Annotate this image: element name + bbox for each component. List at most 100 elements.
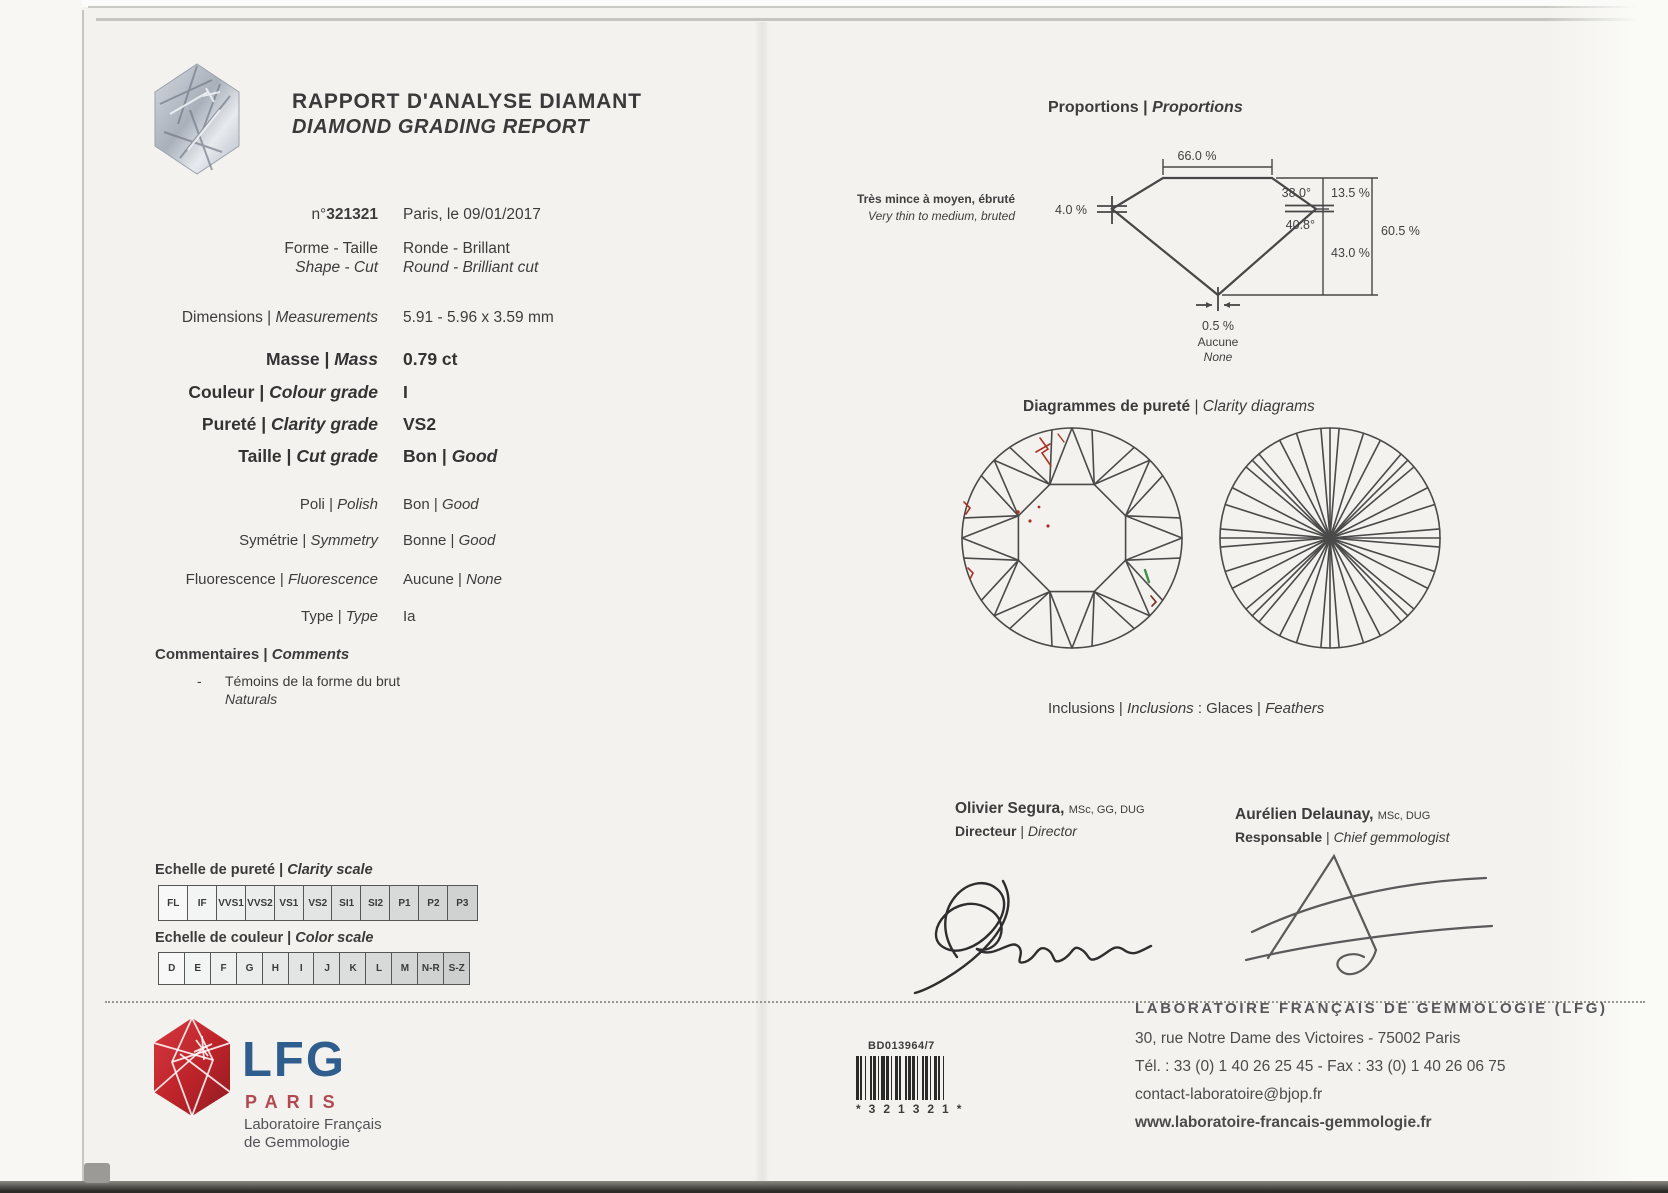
scan-corner-mark (84, 1163, 110, 1183)
clarity-cell-P2: P2 (418, 885, 449, 921)
color-cell-M: M (391, 952, 419, 985)
type-label: Type | Type (300, 608, 378, 625)
clarity-cell-VVS1: VVS1 (215, 885, 247, 921)
crown-height-label: 13.5 % (1331, 186, 1370, 200)
lfg-logo-text: LFG (242, 1033, 346, 1087)
clarity-diagrams (961, 427, 1441, 649)
inclusion-marks (963, 433, 1158, 607)
scan-top-edge-line-2 (96, 18, 1654, 21)
color-cell-K: K (339, 952, 367, 985)
color-cell-I: I (287, 952, 316, 985)
mass-value: 0.79 ct (403, 349, 458, 369)
color-cell-G: G (235, 952, 264, 985)
color-cell-S-Z: S-Z (442, 952, 471, 985)
clarity-cell-SI1: SI1 (331, 885, 362, 921)
scan-top-margin (0, 0, 1668, 7)
clarity-cell-P1: P1 (389, 885, 420, 921)
cut-grade-value: Bon | Good (403, 446, 498, 466)
lab-name: LABORATOIRE FRANÇAIS DE GEMMOLOGIE (LFG) (1135, 1000, 1608, 1017)
pavilion-angle-label: 40.8° (1286, 218, 1315, 232)
report-title-en: DIAMOND GRADING REPORT (292, 116, 590, 138)
clarity-grade-label: Pureté | Clarity grade (201, 414, 378, 434)
shape-value-en: Round - Brilliant cut (403, 259, 539, 276)
comment-text-fr: Témoins de la forme du brut (225, 673, 401, 689)
lfg-logo-sub2: de Gemmologie (244, 1134, 350, 1151)
clarity-cell-FL: FL (158, 885, 189, 921)
crown-angle-label: 38.0° (1282, 186, 1311, 200)
shape-label-fr: Forme - Taille (284, 240, 378, 257)
lab-address: 30, rue Notre Dame des Victoires - 75002… (1135, 1030, 1461, 1047)
inclusions-caption: Inclusions | Inclusions : Glaces | Feath… (1048, 700, 1325, 717)
proportions-title: Proportions | Proportions (1048, 99, 1243, 116)
clarity-scale: FL IF VVS1 VVS2 VS1 VS2 SI1 SI2 P1 P2 P3 (158, 885, 478, 921)
pavilion-view-diagram (1219, 427, 1441, 649)
lfg-logo-city: PARIS (245, 1092, 344, 1112)
clarity-grade-value: VS2 (403, 414, 437, 434)
clarity-cell-SI2: SI2 (360, 885, 391, 921)
scan-top-edge-line-1 (88, 6, 1663, 8)
girdle-pct-label: 4.0 % (1055, 203, 1087, 217)
signature-1 (913, 879, 1153, 995)
clarity-cell-VS1: VS1 (273, 885, 305, 921)
clarity-scale-label: Echelle de pureté | Clarity scale (155, 862, 373, 878)
scan-bottom-edge (0, 1181, 1668, 1193)
fluorescence-value: Aucune | None (403, 571, 502, 588)
barcode (856, 1056, 988, 1100)
color-cell-J: J (313, 952, 341, 985)
clarity-diagrams-title: Diagrammes de pureté | Clarity diagrams (1023, 398, 1315, 415)
signer-2-role: Responsable | Chief gemmologist (1235, 829, 1450, 845)
scan-right-fade (1545, 0, 1668, 1193)
shape-value-fr: Ronde - Brillant (403, 240, 510, 257)
pavilion-depth-label: 43.0 % (1331, 246, 1370, 260)
clarity-cell-P3: P3 (447, 885, 478, 921)
fluorescence-label: Fluorescence | Fluorescence (185, 571, 378, 588)
lfg-logo-icon (153, 1017, 231, 1117)
report-date: Paris, le 09/01/2017 (403, 206, 541, 223)
color-cell-E: E (183, 952, 212, 985)
clarity-cell-IF: IF (186, 885, 218, 921)
color-cell-L: L (365, 952, 393, 985)
signer-1-name: Olivier Segura, MSc, GG, DUG (955, 800, 1145, 817)
report-number: n°321321 (311, 206, 378, 223)
color-scale-label: Echelle de couleur | Color scale (155, 930, 374, 946)
comment-text-en: Naturals (225, 691, 278, 707)
color-cell-N-R: N-R (417, 952, 445, 985)
hologram-diamond-seal (154, 63, 240, 175)
proportions-diagram: 66.0 % 13.5 % 43.0 % 60.5 % 38.0° 40.8° … (857, 149, 1420, 364)
culet-pct-label: 0.5 % (1202, 319, 1234, 333)
table-pct-label: 66.0 % (1178, 149, 1217, 163)
lfg-logo-sub1: Laboratoire Français (244, 1116, 382, 1133)
shape-label-en: Shape - Cut (295, 259, 378, 276)
type-value: Ia (403, 608, 416, 625)
dimensions-label: Dimensions | Measurements (181, 309, 378, 326)
color-cell-D: D (158, 952, 186, 985)
culet-desc-fr: Aucune (1198, 335, 1239, 349)
clarity-cell-VS2: VS2 (302, 885, 334, 921)
polish-label: Poli | Polish (299, 496, 378, 513)
symmetry-value: Bonne | Good (403, 532, 496, 549)
cut-grade-label: Taille | Cut grade (238, 446, 378, 466)
crown-view-diagram (961, 427, 1183, 649)
lab-phone: Tél. : 33 (0) 1 40 26 25 45 - Fax : 33 (… (1135, 1058, 1506, 1075)
clarity-cell-VVS2: VVS2 (244, 885, 276, 921)
dimensions-value: 5.91 - 5.96 x 3.59 mm (403, 309, 554, 326)
mass-label: Masse | Mass (266, 349, 378, 369)
lab-website: www.laboratoire-francais-gemmologie.fr (1135, 1114, 1432, 1131)
colour-grade-label: Couleur | Colour grade (188, 382, 378, 402)
lab-email: contact-laboratoire@bjop.fr (1135, 1086, 1323, 1103)
footer-divider (105, 1001, 1645, 1003)
girdle-desc-en: Very thin to medium, bruted (868, 209, 1015, 223)
comments-heading: Commentaires | Comments (155, 646, 350, 663)
scan-fold-crease (754, 22, 770, 1182)
barcode-label: BD013964/7 (868, 1040, 935, 1052)
colour-grade-value: I (403, 382, 408, 402)
symmetry-label: Symétrie | Symmetry (239, 532, 378, 549)
scan-left-margin (0, 0, 82, 1193)
color-cell-H: H (261, 952, 290, 985)
scan-left-page-edge (82, 10, 84, 1183)
report-title-fr: RAPPORT D'ANALYSE DIAMANT (292, 90, 642, 113)
color-scale: D E F G H I J K L M N-R S-Z (158, 952, 471, 985)
girdle-desc-fr: Très mince à moyen, ébruté (857, 192, 1015, 206)
comment-bullet: - (197, 673, 202, 689)
